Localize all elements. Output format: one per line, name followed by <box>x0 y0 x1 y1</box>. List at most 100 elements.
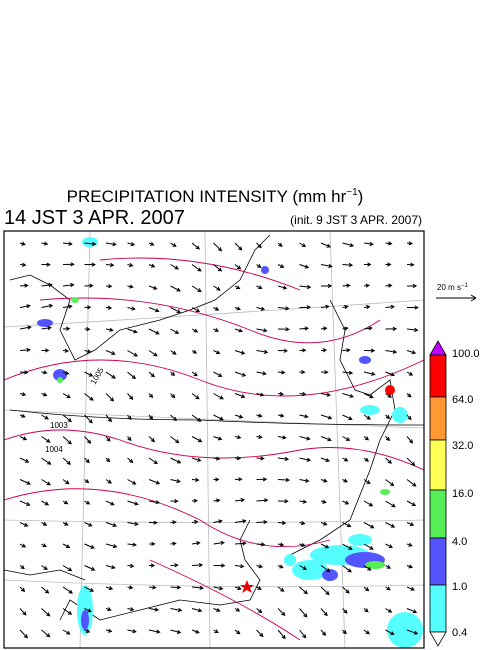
wind-arrow <box>406 629 419 635</box>
wind-arrow <box>277 285 288 290</box>
wind-arrow <box>320 565 331 573</box>
wind-arrow <box>213 607 221 612</box>
wind-arrow <box>170 498 179 504</box>
rain-area <box>365 561 385 569</box>
wind-arrow <box>342 283 351 288</box>
wind-arrow <box>299 565 307 570</box>
wind-arrow <box>320 283 333 289</box>
wind-arrow <box>62 370 70 375</box>
wind-arrow <box>127 563 135 568</box>
wind-arrow <box>84 543 95 549</box>
wind-arrow <box>127 371 137 380</box>
wind-arrow <box>170 350 177 355</box>
wind-arrow <box>213 629 219 633</box>
wind-arrow <box>363 608 369 613</box>
wind-arrow <box>170 328 180 334</box>
wind-arrow <box>299 457 312 462</box>
colorbar-bin <box>429 396 447 441</box>
wind-arrow <box>191 371 198 377</box>
wind-arrow <box>299 284 312 290</box>
wind-arrow <box>62 586 73 594</box>
wind-arrow <box>320 608 328 617</box>
wind-arrow <box>191 436 203 443</box>
colorbar-bin <box>429 439 447 491</box>
wind-arrow <box>213 306 220 311</box>
wind-arrow <box>191 608 203 613</box>
wind-arrow <box>170 264 179 270</box>
wind-arrow <box>299 608 308 618</box>
wind-arrow <box>127 306 136 311</box>
wind-arrow <box>148 607 160 612</box>
rain-area <box>385 385 395 395</box>
wind-arrow <box>148 241 155 246</box>
wind-arrow <box>213 519 223 524</box>
colorbar-label: 32.0 <box>452 440 473 452</box>
wind-arrow <box>19 457 30 463</box>
colorbar-bin <box>429 489 447 539</box>
wind-arrow <box>320 370 329 375</box>
wind-arrow <box>406 327 419 332</box>
map-frame <box>3 230 425 649</box>
wind-arrow <box>84 457 90 464</box>
wind-arrow <box>277 586 285 592</box>
wind-arrow <box>320 478 328 483</box>
wind-arrow <box>170 436 180 444</box>
wind-arrow <box>256 477 268 482</box>
wind-arrow <box>299 391 307 397</box>
wind-arrow <box>84 414 93 424</box>
graticule <box>4 231 424 648</box>
wind-arrow <box>256 263 262 268</box>
wind-arrow <box>170 520 177 525</box>
wind-arrow <box>385 500 396 508</box>
wind-arrow <box>19 565 25 570</box>
wind-arrow <box>320 629 327 637</box>
wind-arrow <box>191 629 200 634</box>
rain-area <box>380 489 390 495</box>
wind-arrow <box>41 500 50 506</box>
wind-arrow <box>277 306 290 311</box>
wind-arrow <box>406 393 412 398</box>
colorbar-label: 0.4 <box>452 627 467 639</box>
isobar-label: 1005 <box>89 366 106 386</box>
wind-arrow <box>127 242 136 247</box>
wind-arrow <box>385 414 391 420</box>
wind-arrow <box>84 479 90 484</box>
wind-arrow <box>406 241 414 246</box>
wind-arrow <box>342 629 347 635</box>
wind-arrow <box>320 414 333 420</box>
wind-arrow <box>41 414 49 420</box>
wind-arrow <box>84 500 91 505</box>
wind-arrow <box>148 371 155 378</box>
wind-arrow <box>234 414 244 419</box>
wind-arrow <box>148 436 156 443</box>
wind-arrow <box>84 393 94 401</box>
wind-arrow <box>148 263 156 268</box>
wind-arrow <box>105 393 115 402</box>
wind-arrow <box>127 284 134 289</box>
wind-arrow <box>213 540 225 545</box>
wind-arrow <box>234 242 243 251</box>
wind-arrow <box>105 371 116 379</box>
wind-arrow <box>385 629 395 635</box>
wind-arrow <box>127 500 139 506</box>
wind-arrow <box>191 414 202 422</box>
wind-arrow <box>62 282 75 288</box>
wind-arrow <box>41 543 47 548</box>
wind-arrow <box>84 436 92 444</box>
wind-arrow <box>213 498 221 503</box>
wind-arrow <box>213 328 220 332</box>
wind-arrow <box>148 457 158 465</box>
wind-arrow <box>19 629 29 639</box>
wind-arrow <box>256 564 264 569</box>
wind-arrow <box>148 285 158 290</box>
wind-arrow <box>256 328 268 333</box>
wind-arrow <box>19 241 26 246</box>
wind-arrow <box>320 457 330 462</box>
wind-arrow <box>170 629 182 634</box>
colorbar-label: 1.0 <box>452 581 467 593</box>
wind-arrow <box>170 393 176 399</box>
wind-arrow <box>213 414 224 421</box>
wind-arrow <box>277 327 290 332</box>
wind-arrow <box>127 436 132 442</box>
wind-arrow <box>320 242 331 248</box>
